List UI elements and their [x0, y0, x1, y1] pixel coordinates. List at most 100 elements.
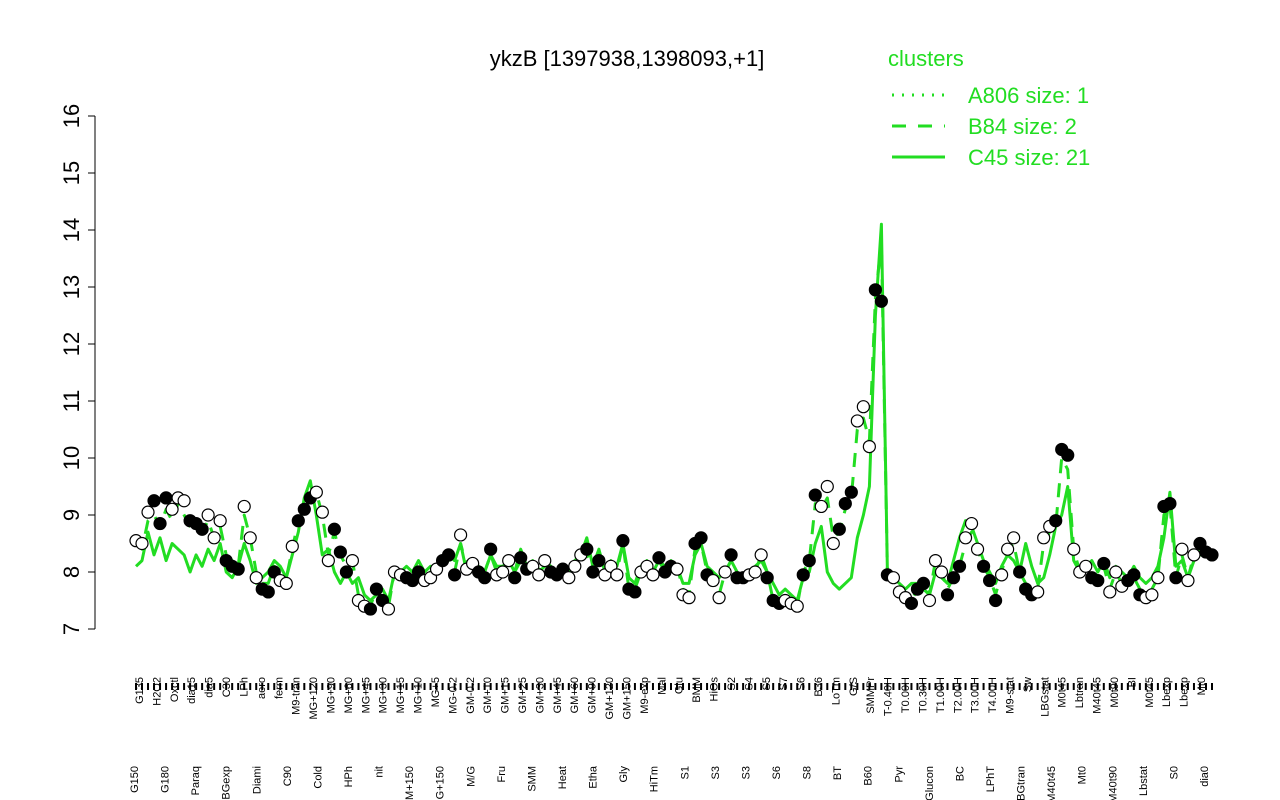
x-tick-label: S0 — [1168, 766, 1180, 779]
data-point — [790, 599, 804, 613]
y-tick-label: 9 — [59, 509, 84, 521]
y-tick-label: 10 — [59, 446, 84, 470]
data-point — [568, 559, 582, 573]
x-tick-label: MG+120 — [308, 677, 320, 720]
data-point — [1163, 497, 1177, 511]
y-tick-label: 8 — [59, 566, 84, 578]
x-tick-label: M40t45 — [1046, 766, 1058, 800]
data-point — [1037, 531, 1051, 545]
data-point — [261, 585, 275, 599]
data-point — [231, 562, 245, 576]
x-tick-label: Lbexp — [1179, 677, 1191, 707]
y-tick-label: 16 — [59, 104, 84, 128]
x-tick-label: Fru — [496, 766, 508, 783]
data-point — [874, 294, 888, 308]
x-tick-label: GM+30 — [534, 677, 546, 713]
x-tick-label: GM+25 — [517, 677, 529, 713]
y-tick-label: 11 — [59, 390, 84, 413]
data-point — [345, 553, 360, 568]
data-point — [165, 502, 179, 516]
y-axis: 7 8 9 10 11 12 13 14 15 16 — [59, 104, 96, 635]
data-point — [309, 485, 323, 499]
legend: clusters A806 size: 1 B84 size: 2 C45 si… — [888, 46, 1090, 170]
x-tick-label: Oxctl — [169, 677, 181, 702]
data-points — [129, 283, 1219, 616]
x-tick-label: GM+90 — [587, 677, 599, 713]
x-tick-label: G/S — [848, 677, 860, 696]
data-point — [934, 565, 949, 579]
x-tick-label: dia15 — [186, 677, 198, 704]
data-point — [580, 542, 594, 556]
x-tick-label: Diami — [251, 766, 263, 794]
x-tick-label: nit — [374, 766, 386, 778]
data-point — [928, 553, 943, 568]
data-point — [454, 528, 468, 542]
data-point — [201, 508, 215, 522]
data-point — [484, 542, 498, 556]
x-tick-label: C30 — [221, 677, 233, 697]
legend-title: clusters — [888, 46, 964, 71]
x-tick-label: GM+120 — [604, 677, 616, 720]
x-tick-label: T3.00H — [970, 677, 982, 713]
x-tick-label: M0t45 — [1057, 677, 1069, 708]
data-point — [748, 565, 762, 579]
x-tick-label: S3 — [710, 766, 722, 779]
y-tick-label: 12 — [59, 332, 84, 356]
x-tick-label: HiTm — [649, 766, 661, 792]
x-tick-label: Glucon — [924, 766, 936, 800]
x-tick-label: GM-0.2 — [465, 677, 477, 714]
x-tick-label: S2 — [726, 677, 738, 690]
data-point — [712, 591, 726, 605]
data-point — [315, 505, 329, 519]
x-tick-label: MG+5 — [430, 677, 442, 707]
data-point — [327, 522, 341, 536]
x-tick-label: MG+150 — [435, 766, 447, 800]
data-point — [1127, 568, 1141, 582]
x-tick-label: G135 — [134, 677, 146, 704]
data-point — [213, 514, 227, 528]
data-point — [952, 559, 967, 573]
y-tick-label: 7 — [59, 623, 84, 635]
data-point — [1013, 565, 1027, 579]
data-point — [1145, 588, 1159, 602]
x-tick-label: M/G — [465, 766, 477, 787]
data-point — [814, 499, 828, 514]
data-point — [592, 553, 606, 568]
data-point — [844, 485, 858, 499]
x-tick-label: M40t45 — [1092, 677, 1104, 714]
data-point — [1181, 573, 1195, 588]
data-point — [532, 568, 546, 582]
x-tick-label: Lbtran — [1074, 677, 1086, 708]
x-tick-label: S6 — [796, 677, 808, 690]
data-point — [339, 565, 353, 579]
x-tick-label: S7 — [778, 677, 790, 690]
y-tick-label: 13 — [59, 275, 84, 299]
x-tick-label: MG+45 — [360, 677, 372, 713]
x-tick-label: C90 — [282, 766, 294, 786]
x-tick-label: dia5 — [204, 677, 216, 698]
data-point — [1079, 559, 1093, 573]
data-point — [706, 573, 720, 588]
x-tick-label: Lbstat — [1138, 766, 1150, 796]
data-point — [820, 479, 834, 494]
x-tick-label: BI — [1126, 677, 1138, 687]
x-tick-label: T0.30H — [917, 677, 929, 713]
data-point — [478, 571, 492, 585]
x-tick-label: M9-tran — [291, 677, 303, 715]
data-point — [562, 571, 576, 585]
x-tick-label: Sw — [1022, 677, 1034, 692]
x-axis: G135 H2O2 Oxctl dia15 dia5 C30 LPh aero ferm M9-t… — [129, 677, 1213, 800]
data-point — [153, 516, 167, 531]
data-point — [754, 548, 768, 562]
x-tick-label: BMM — [691, 677, 703, 703]
x-tick-label: LPh — [238, 677, 250, 697]
data-point — [1151, 571, 1165, 585]
data-point — [826, 536, 840, 551]
data-point — [886, 571, 901, 585]
data-point — [646, 568, 660, 582]
x-tick-label: S8 — [802, 766, 814, 779]
data-point — [670, 562, 684, 576]
x-tick-label: Mt0 — [1077, 766, 1089, 784]
data-point — [195, 522, 209, 536]
data-point — [508, 571, 522, 585]
